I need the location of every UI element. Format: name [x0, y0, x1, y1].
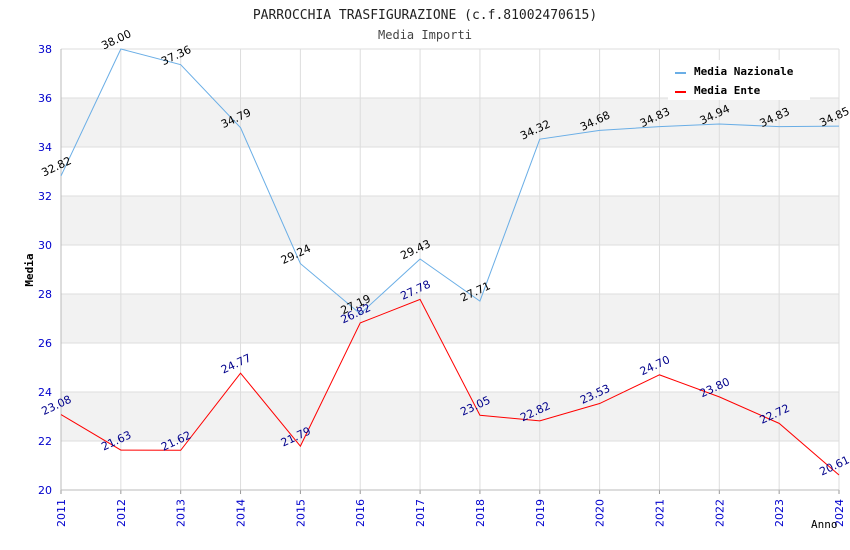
- x-tick-label: 2018: [474, 499, 487, 527]
- plot-band: [61, 294, 839, 343]
- y-tick-label: 38: [38, 43, 52, 56]
- x-tick-label: 2019: [534, 499, 547, 527]
- y-tick-label: 28: [38, 288, 52, 301]
- plot-band: [61, 98, 839, 147]
- y-axis-label: Media: [23, 253, 36, 286]
- chart-subtitle: Media Importi: [378, 28, 472, 42]
- x-tick-label: 2017: [414, 499, 427, 527]
- x-tick-label: 2022: [713, 499, 726, 527]
- x-tick-label: 2013: [175, 499, 188, 527]
- legend-label: Media Ente: [694, 84, 761, 97]
- data-label: 32.82: [39, 154, 73, 179]
- series-line-media-nazionale: [60, 48, 840, 315]
- y-tick-label: 26: [38, 337, 52, 350]
- legend-box: [668, 60, 810, 100]
- y-tick-label: 24: [38, 386, 52, 399]
- x-tick-label: 2015: [294, 499, 307, 527]
- series-line-media-ente: [60, 298, 840, 476]
- legend-label: Media Nazionale: [694, 65, 794, 78]
- data-label: 24.70: [638, 353, 672, 378]
- y-tick-label: 32: [38, 190, 52, 203]
- x-tick-label: 2012: [115, 499, 128, 527]
- plot-band: [61, 196, 839, 245]
- x-tick-label: 2011: [55, 499, 68, 527]
- x-tick-label: 2023: [773, 499, 786, 527]
- data-label: 29.24: [279, 242, 313, 267]
- y-tick-label: 30: [38, 239, 52, 252]
- x-tick-label: 2020: [594, 499, 607, 527]
- plot-band: [61, 392, 839, 441]
- x-axis-label: Anno: [811, 518, 838, 531]
- data-label: 24.77: [219, 351, 253, 376]
- y-tick-label: 20: [38, 484, 52, 497]
- chart-title: PARROCCHIA TRASFIGURAZIONE (c.f.81002470…: [253, 8, 597, 23]
- x-tick-label: 2021: [653, 499, 666, 527]
- y-tick-label: 34: [38, 141, 52, 154]
- plot-background-bands: [61, 98, 839, 441]
- series-lines: [60, 48, 840, 476]
- x-tick-label: 2014: [235, 499, 248, 527]
- legend: Media Nazionale Media Ente: [668, 60, 810, 100]
- y-tick-label: 22: [38, 435, 52, 448]
- y-tick-label: 36: [38, 92, 52, 105]
- data-label: 37.36: [159, 43, 193, 68]
- x-tick-label: 2024: [833, 499, 846, 527]
- x-tick-label: 2016: [354, 499, 367, 527]
- data-label: 20.61: [817, 453, 850, 478]
